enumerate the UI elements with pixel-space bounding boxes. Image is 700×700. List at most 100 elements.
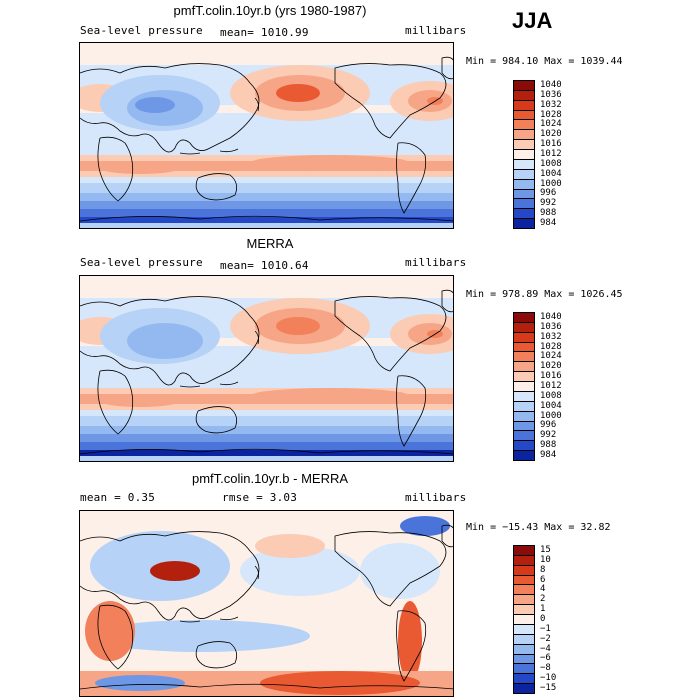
panel-1-variable-label: Sea-level pressure — [80, 24, 203, 37]
panel-2-title: MERRA — [246, 236, 294, 251]
colorbar-tick-label: 2 — [540, 594, 546, 605]
difference-contour — [85, 601, 135, 661]
pressure-band — [80, 183, 453, 193]
coastline — [97, 136, 134, 202]
panel-3-minmax: Min = −15.43 Max = 32.82 — [466, 522, 611, 533]
colorbar-tick-label: −2 — [540, 633, 551, 644]
coastline — [80, 296, 260, 386]
coastline — [441, 56, 453, 80]
colorbar-tick-label: 1016 — [540, 139, 562, 150]
colorbar-tick-label: 1020 — [540, 129, 562, 140]
coastline — [396, 142, 427, 214]
coastline — [80, 63, 260, 153]
colorbar-tick-label: 1020 — [540, 361, 562, 372]
panel-2-minmax: Min = 978.89 Max = 1026.45 — [466, 289, 623, 300]
colorbar-tick-label: 15 — [540, 544, 551, 555]
colorbar-tick-label: −8 — [540, 663, 551, 674]
southern-high — [100, 162, 180, 174]
difference-contour — [398, 601, 422, 681]
colorbar-tick-label: −1 — [540, 623, 551, 634]
pressure-band — [80, 223, 453, 228]
pressure-band — [80, 43, 453, 65]
coastline — [179, 152, 201, 155]
difference-contour — [260, 671, 420, 695]
coastline — [97, 369, 134, 435]
pressure-band — [80, 193, 453, 201]
coastline — [97, 604, 134, 670]
colorbar-tick-label: 1024 — [540, 119, 562, 130]
coastline — [195, 406, 238, 434]
colorbar-tick-label: 1032 — [540, 99, 562, 110]
pacific-high — [276, 84, 320, 102]
colorbar-tick-label: 0 — [540, 614, 546, 624]
map-canvas — [80, 276, 453, 461]
difference-contour — [360, 543, 440, 599]
colorbar-tick-label: −10 — [540, 673, 557, 684]
colorbar-tick-label: 1040 — [540, 311, 562, 322]
colorbar-tick-label: 1008 — [540, 390, 562, 401]
coastline — [80, 448, 453, 455]
panel-3-title: pmfT.colin.10yr.b - MERRA — [191, 471, 349, 486]
coastline — [254, 330, 259, 345]
asian-low — [127, 323, 203, 359]
panel-3-units-label: millibars — [405, 491, 467, 504]
colorbar-tick-label: −6 — [540, 653, 551, 664]
panel-1-minmax: Min = 984.10 Max = 1039.44 — [466, 56, 623, 67]
colorbar-tick-label: −15 — [540, 683, 557, 694]
colorbar-tick-label: 1028 — [540, 109, 562, 120]
colorbar-tick-label: 10 — [540, 554, 551, 565]
colorbar-tick-label: 1000 — [540, 178, 562, 189]
coastline — [195, 173, 238, 201]
pressure-band — [80, 442, 453, 450]
coastline — [334, 296, 447, 372]
panel-2-colorbar: 1040 1036 1032 1028 1024 1020 1016 1012 1008 1004… — [513, 311, 573, 461]
coastline — [441, 289, 453, 313]
panel-3-rmse-label: rmse = 3.03 — [222, 491, 298, 504]
coastline — [219, 148, 239, 153]
colorbar-swatch — [513, 450, 535, 461]
difference-contour — [95, 675, 185, 691]
coastline — [396, 610, 427, 682]
colorbar-swatch — [513, 683, 535, 694]
difference-contour — [90, 620, 310, 652]
panel-2-units-label: millibars — [405, 256, 467, 269]
coastline — [80, 215, 453, 222]
pressure-band — [80, 426, 453, 434]
colorbar-tick-label: 1012 — [540, 381, 562, 391]
pressure-band — [80, 201, 453, 209]
difference-contour — [150, 561, 200, 581]
coastline — [179, 620, 201, 623]
coastline — [396, 375, 427, 447]
pressure-band — [80, 209, 453, 217]
pressure-band — [80, 276, 453, 298]
pressure-band — [80, 450, 453, 461]
colorbar-tick-label: 988 — [540, 208, 557, 219]
coastline — [254, 565, 259, 580]
colorbar-tick-label: 984 — [540, 450, 557, 461]
colorbar-tick-label: 996 — [540, 188, 557, 199]
southern-high — [250, 388, 410, 404]
map-canvas — [80, 43, 453, 228]
pressure-band — [80, 456, 453, 461]
pressure-band — [80, 416, 453, 426]
colorbar-tick-label: 1 — [540, 604, 546, 615]
southern-high — [250, 155, 410, 171]
pacific-high — [276, 317, 320, 335]
panel-1-map — [79, 42, 454, 229]
coastline — [80, 683, 453, 690]
colorbar-tick-label: 1028 — [540, 341, 562, 352]
panel-2-mean-label: mean= 1010.64 — [220, 259, 309, 272]
panel-2-variable-label: Sea-level pressure — [80, 256, 203, 269]
colorbar-tick-label: 1004 — [540, 400, 562, 411]
panel-3-mean-label: mean = 0.35 — [80, 491, 156, 504]
pressure-band — [80, 217, 453, 228]
coastline — [179, 385, 201, 388]
colorbar-tick-label: 1016 — [540, 371, 562, 382]
panel-1-colorbar: 1040 1036 1032 1028 1024 1020 1016 1012 1008 1004… — [513, 80, 573, 229]
season-label: JJA — [512, 8, 553, 33]
panel-1-title: pmfT.colin.10yr.b (yrs 1980-1987) — [173, 3, 367, 18]
difference-contour — [240, 546, 360, 596]
colorbar-tick-label: 992 — [540, 198, 557, 209]
coastline — [334, 63, 447, 139]
colorbar-tick-label: 996 — [540, 420, 557, 431]
